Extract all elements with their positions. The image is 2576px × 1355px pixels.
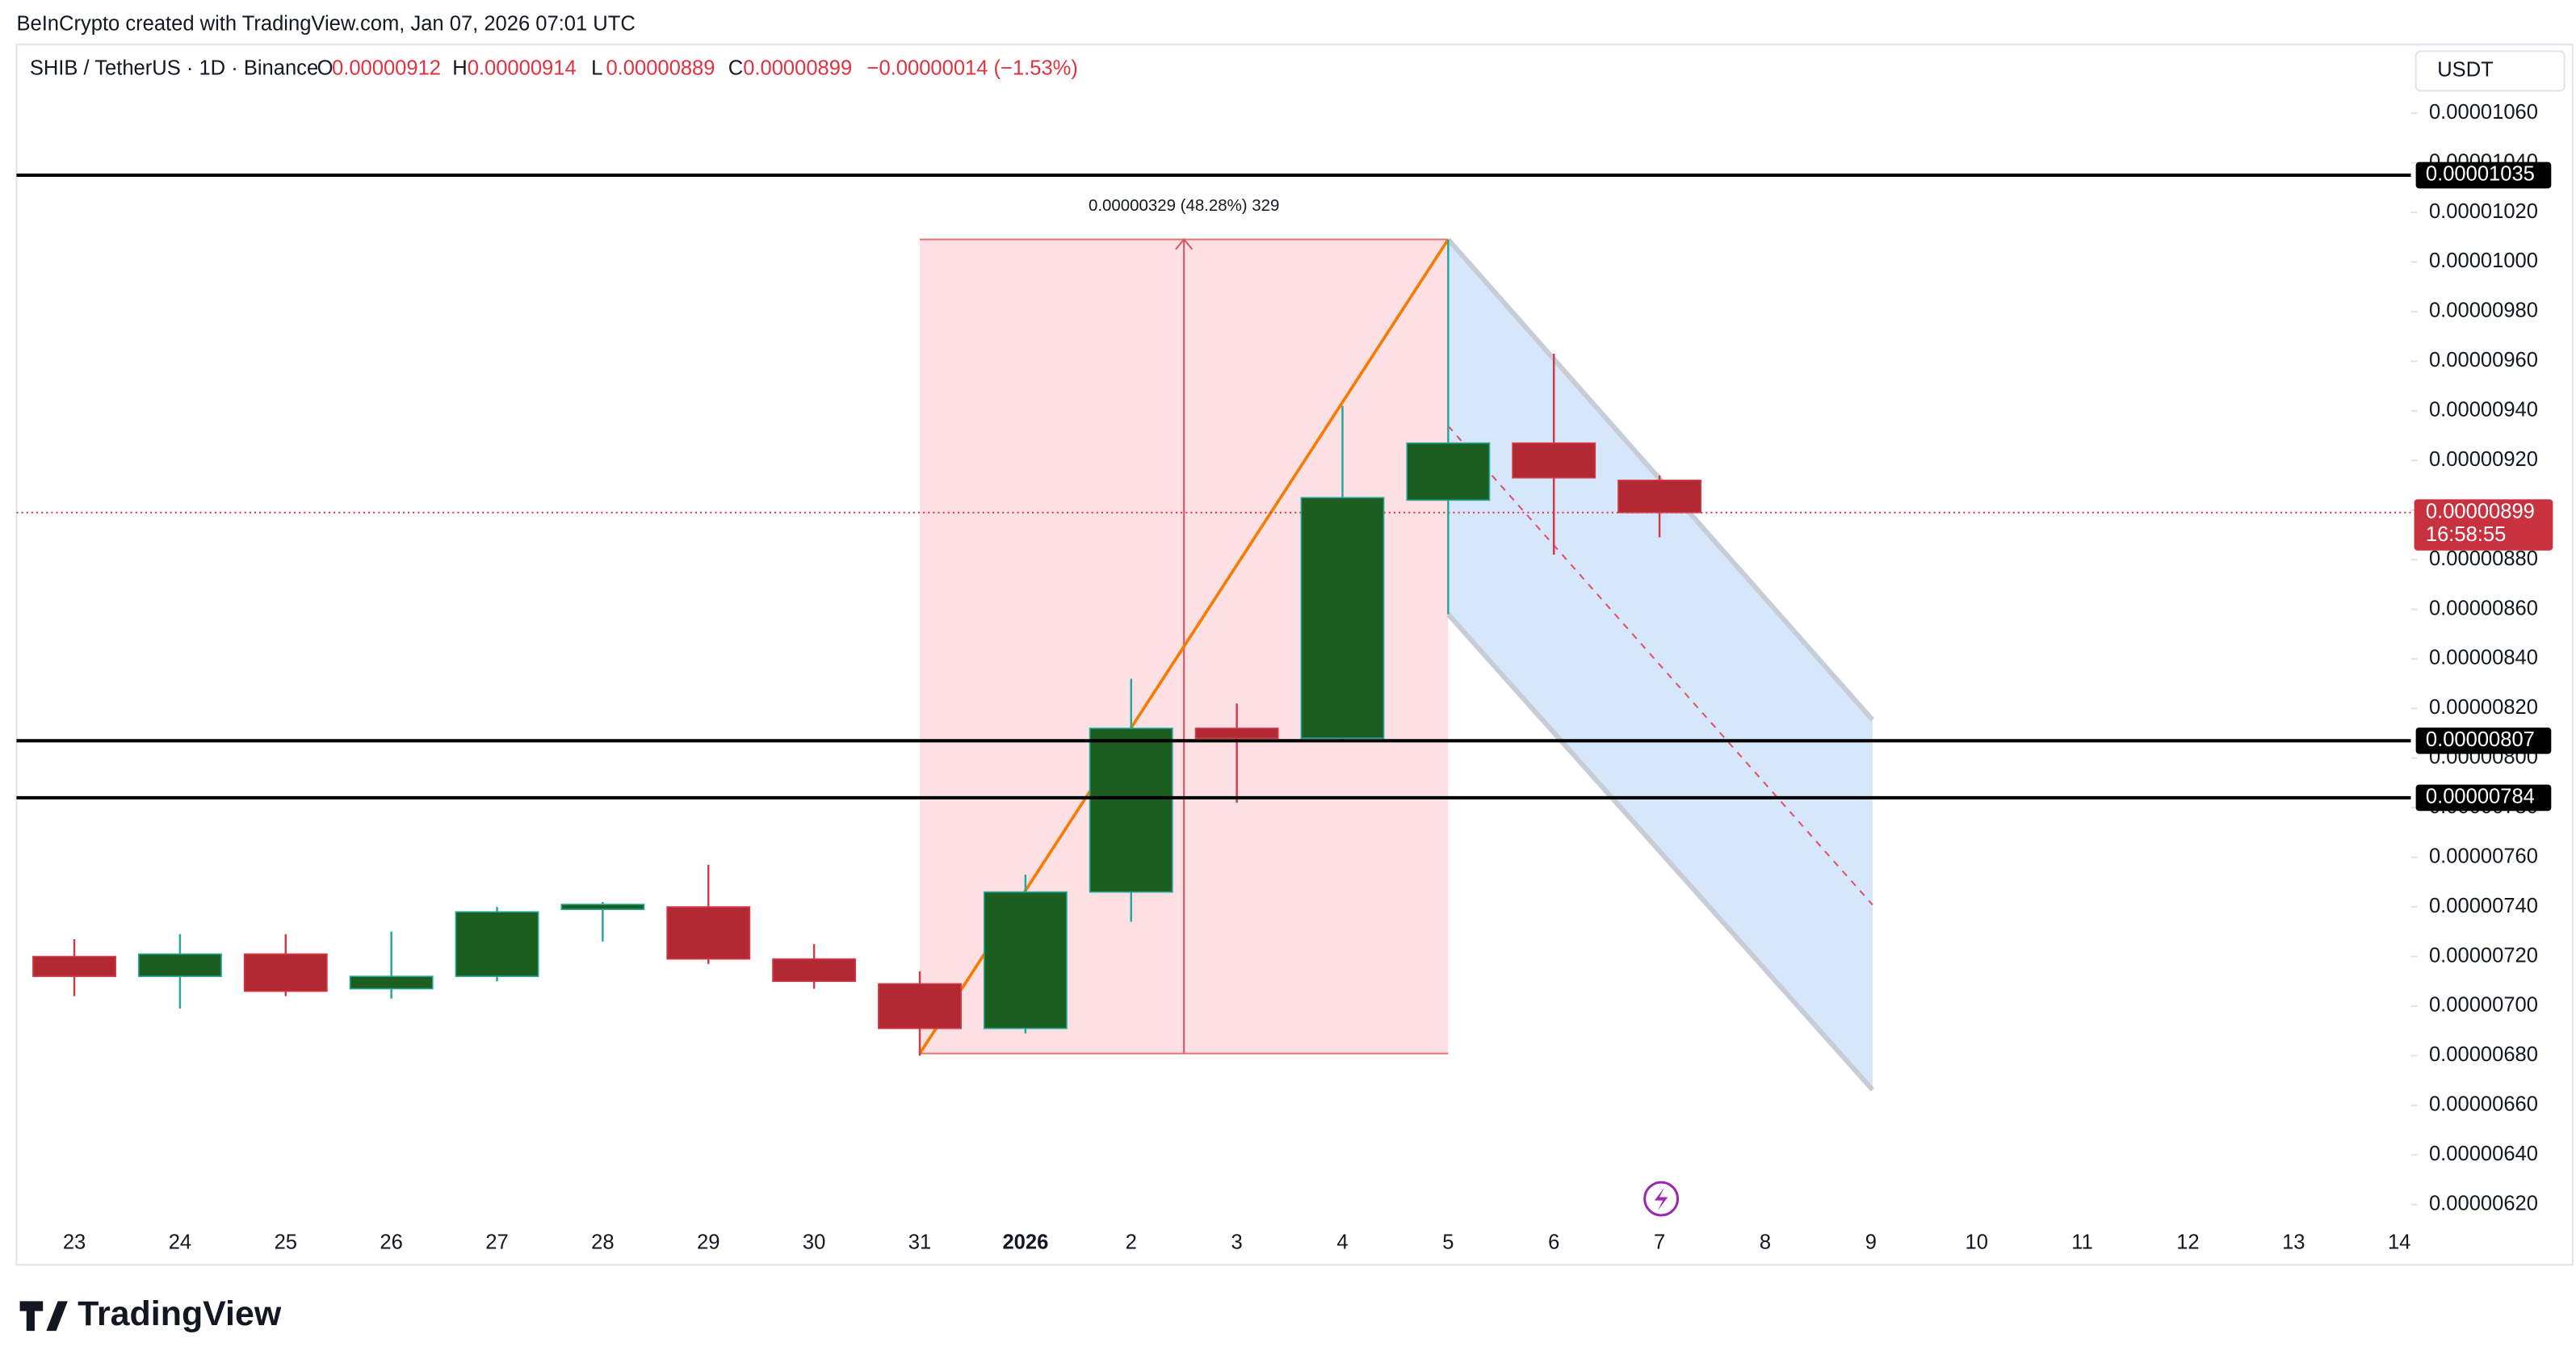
candle-body <box>666 906 751 960</box>
candle-body <box>137 953 222 977</box>
x-tick-label: 28 <box>591 1231 614 1254</box>
y-tick-label: 0.00000840 <box>2429 647 2538 669</box>
candle-body <box>32 955 116 977</box>
y-tick-label: 0.00001000 <box>2429 250 2538 272</box>
x-tick-label: 26 <box>380 1231 402 1254</box>
ohlc-key: C <box>728 57 743 80</box>
x-tick-label: 2026 <box>1002 1231 1048 1254</box>
y-tick-label: 0.00000820 <box>2429 696 2538 719</box>
candle-body <box>1512 442 1596 479</box>
x-tick-label: 23 <box>63 1231 86 1254</box>
x-tick-label: 2 <box>1126 1231 1137 1254</box>
y-tick-label: 0.00000960 <box>2429 349 2538 371</box>
x-tick-label: 11 <box>2071 1231 2093 1254</box>
brand: TradingView <box>78 1294 282 1333</box>
level-box <box>2415 784 2552 812</box>
x-tick-label: 13 <box>2282 1231 2305 1254</box>
level-label: 0.00000807 <box>2426 728 2535 751</box>
countdown: 16:58:55 <box>2426 523 2506 546</box>
change: −0.00000014 (−1.53%) <box>867 57 1078 80</box>
candle-body <box>983 891 1068 1030</box>
candle-body <box>878 983 962 1030</box>
x-tick-label: 9 <box>1865 1231 1877 1254</box>
ohlc-key: H <box>452 57 467 80</box>
event-bolt <box>1654 1187 1668 1210</box>
candle-body <box>1406 442 1491 501</box>
y-tick-label: 0.00000980 <box>2429 300 2538 322</box>
measure-arrowhead <box>1175 237 1194 250</box>
x-tick-label: 5 <box>1442 1231 1454 1254</box>
channel-mid <box>1447 425 1873 906</box>
x-tick-label: 8 <box>1760 1231 1771 1254</box>
x-tick-label: 24 <box>169 1231 191 1254</box>
chart-frame <box>15 44 2574 1266</box>
y-tick-label: 0.00000880 <box>2429 547 2538 570</box>
candle-body <box>772 958 857 983</box>
ohlc-key: L <box>591 57 602 80</box>
x-tick-label: 29 <box>697 1231 720 1254</box>
ohlc-value: 0.00000889 <box>606 57 715 80</box>
candle-body <box>349 975 434 990</box>
y-tick-label: 0.00000640 <box>2429 1143 2538 1165</box>
level-label: 0.00000784 <box>2426 786 2535 808</box>
x-tick-label: 31 <box>908 1231 931 1254</box>
ohlc-key: O <box>317 57 334 80</box>
y-tick-label: 0.00000940 <box>2429 399 2538 422</box>
y-tick-label: 0.00000620 <box>2429 1192 2538 1214</box>
brand-logo <box>19 1301 68 1332</box>
x-tick-label: 14 <box>2388 1231 2410 1254</box>
level-box <box>2415 162 2552 189</box>
x-tick-label: 10 <box>1965 1231 1987 1254</box>
last-price-box <box>2414 499 2553 551</box>
y-tick-label: 0.00000920 <box>2429 448 2538 471</box>
ohlc-value: 0.00000899 <box>743 57 852 80</box>
y-tick-label: 0.00000680 <box>2429 1043 2538 1066</box>
channel-bottom <box>1446 612 1875 1092</box>
last-price-label: 0.00000899 <box>2426 500 2535 522</box>
currency-box <box>2414 50 2566 92</box>
y-tick-label: 0.00000700 <box>2429 994 2538 1017</box>
x-tick-label: 27 <box>485 1231 508 1254</box>
level-label: 0.00001035 <box>2426 163 2535 186</box>
y-tick-label: 0.00001020 <box>2429 200 2538 223</box>
x-tick-label: 4 <box>1336 1231 1348 1254</box>
event-icon <box>1643 1181 1680 1217</box>
level-box <box>2415 727 2552 754</box>
candle-body <box>243 953 328 992</box>
y-tick-label: 0.00000720 <box>2429 944 2538 967</box>
candle-body <box>1300 497 1385 740</box>
y-tick-label: 0.00000660 <box>2429 1093 2538 1116</box>
x-tick-label: 12 <box>2176 1231 2199 1254</box>
x-tick-label: 3 <box>1231 1231 1243 1254</box>
currency: USDT <box>2437 59 2494 82</box>
candle-body <box>455 911 539 977</box>
ohlc-value: 0.00000914 <box>468 57 577 80</box>
x-tick-label: 6 <box>1548 1231 1559 1254</box>
candle-body <box>1089 728 1173 893</box>
y-tick-label: 0.00000740 <box>2429 895 2538 917</box>
measure-label: 0.00000329 (48.28%) 329 <box>1089 196 1279 215</box>
candle-body <box>560 904 645 910</box>
y-tick-label: 0.00001060 <box>2429 101 2538 124</box>
x-tick-label: 7 <box>1654 1231 1665 1254</box>
x-tick-label: 25 <box>275 1231 297 1254</box>
candle-body <box>1194 728 1279 740</box>
y-tick-label: 0.00000760 <box>2429 845 2538 867</box>
x-tick-label: 30 <box>803 1231 825 1254</box>
y-tick-label: 0.00000860 <box>2429 597 2538 619</box>
ohlc-value: 0.00000912 <box>332 57 441 80</box>
candle-body <box>1617 479 1702 514</box>
symbol: SHIB / TetherUS · 1D · Binance <box>30 57 318 80</box>
attribution: BeInCrypto created with TradingView.com,… <box>16 12 635 35</box>
